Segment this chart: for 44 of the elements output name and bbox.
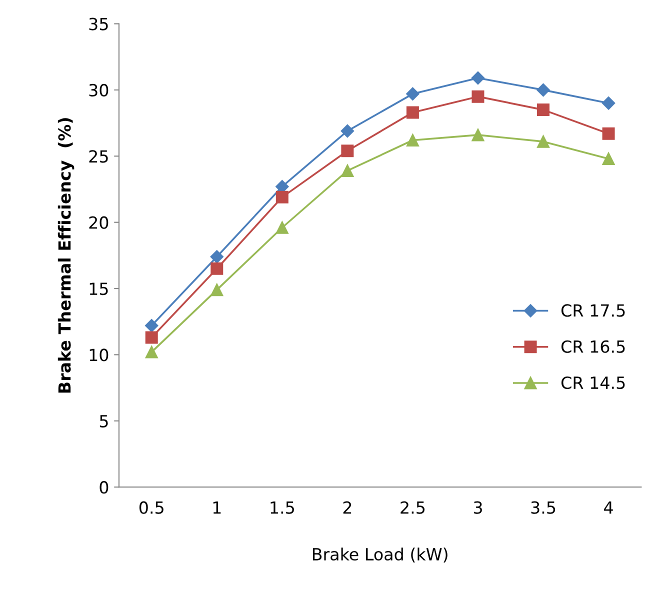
- x-axis-title: Brake Load (kW): [312, 548, 448, 563]
- point: [471, 71, 485, 85]
- point: [536, 83, 550, 97]
- y-axis-title: Brake Thermal Efficiency (%): [58, 118, 74, 393]
- point: [341, 144, 354, 158]
- x-tick-label: 1: [213, 501, 221, 514]
- point: [406, 87, 420, 101]
- point: [472, 128, 484, 142]
- legend-label: CR 17.5: [561, 304, 625, 317]
- y-tick-label: 0: [100, 481, 108, 494]
- x-tick-label: 3: [474, 501, 482, 514]
- point: [537, 135, 550, 148]
- point: [276, 221, 288, 234]
- legend-label: CR 14.5: [561, 376, 625, 390]
- point: [602, 152, 615, 166]
- y-tick-label: 35: [89, 18, 108, 30]
- point: [341, 164, 354, 177]
- point: [276, 190, 288, 204]
- point: [210, 262, 224, 275]
- y-tick-label: 5: [100, 415, 108, 428]
- x-tick-label: 2.5: [400, 501, 425, 514]
- point: [210, 250, 224, 264]
- x-tick-label: 3.5: [531, 501, 556, 514]
- point: [406, 134, 419, 146]
- y-tick-label: 15: [90, 282, 108, 296]
- point: [145, 346, 158, 358]
- point: [210, 284, 224, 296]
- point: [340, 124, 354, 138]
- y-tick-label: 10: [90, 348, 108, 362]
- x-tick-label: 0.5: [139, 501, 164, 514]
- point: [472, 90, 484, 103]
- y-tick-label: 20: [89, 216, 108, 229]
- x-tick-label: 2: [343, 501, 352, 514]
- y-tick-label: 25: [89, 150, 108, 163]
- legend-label: CR 16.5: [561, 340, 625, 353]
- point: [602, 127, 615, 140]
- point: [406, 106, 419, 119]
- point: [602, 96, 616, 110]
- point: [145, 331, 158, 344]
- x-tick-label: 1.5: [270, 501, 294, 514]
- point: [145, 318, 158, 332]
- point: [537, 104, 550, 116]
- x-tick-label: 4: [604, 501, 613, 514]
- y-tick-label: 30: [89, 84, 108, 97]
